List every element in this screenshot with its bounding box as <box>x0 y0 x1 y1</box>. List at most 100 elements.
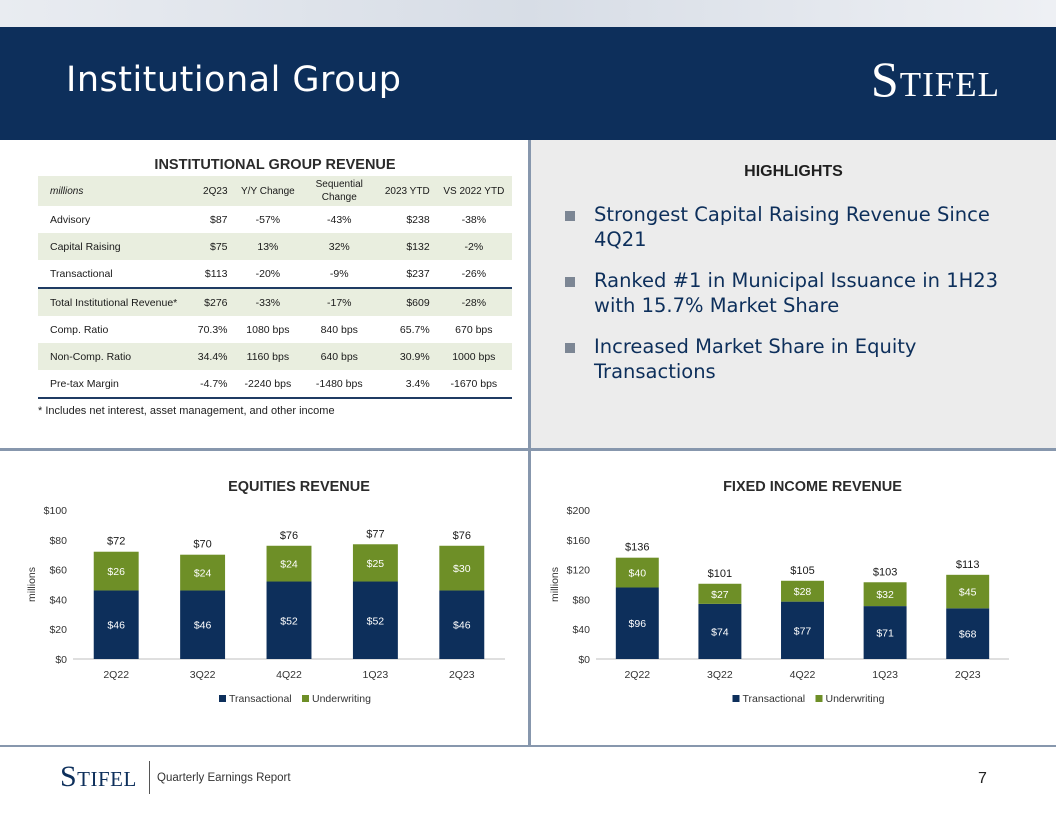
horizontal-divider <box>0 448 1056 451</box>
bar-value-label: $77 <box>794 625 812 637</box>
table-cell: 34.4% <box>189 343 234 370</box>
table-cell: -2240 bps <box>233 370 303 399</box>
table-cell: $238 <box>406 213 430 226</box>
bar-transactional <box>781 601 824 659</box>
table-cell: $276 <box>189 288 234 316</box>
y-tick-label: $0 <box>578 654 590 666</box>
x-tick-label: 1Q23 <box>872 669 898 681</box>
col-header: millions <box>38 176 190 206</box>
y-tick-label: $160 <box>567 535 591 547</box>
bar-value-label: $24 <box>194 568 212 580</box>
square-bullet-icon <box>565 343 575 353</box>
bar-value-label: $27 <box>711 589 729 601</box>
table-cell: 640 bps <box>302 343 377 370</box>
y-tick-label: $0 <box>55 654 67 666</box>
legend-label: Underwriting <box>826 693 885 705</box>
bar-value-label: $46 <box>194 620 212 632</box>
table-cell: 1000 bps <box>435 343 512 370</box>
x-tick-label: 2Q22 <box>103 669 129 681</box>
bar-underwriting <box>946 574 990 609</box>
bar-value-label: $46 <box>107 620 125 632</box>
row-label: Capital Raising <box>38 233 190 260</box>
bar-value-label: $52 <box>367 615 385 627</box>
bar-transactional <box>946 608 990 659</box>
x-tick-label: 2Q23 <box>449 669 475 681</box>
col-header: 2Q23 <box>189 176 234 206</box>
bar-total-label: $76 <box>280 530 298 542</box>
bar-transactional <box>180 590 226 659</box>
bar-value-label: $26 <box>107 566 125 578</box>
highlight-text: Strongest Capital Raising Revenue Since … <box>594 203 990 251</box>
footer-rule <box>0 745 1056 747</box>
table-header-row: millions 2Q23 Y/Y Change Sequential Chan… <box>38 176 512 206</box>
table-cell: -4.7% <box>189 370 234 399</box>
table-cell: 30.9% <box>376 343 436 370</box>
bar-underwriting <box>781 580 824 602</box>
highlight-text: Increased Market Share in Equity Transac… <box>594 335 917 383</box>
row-label: Transactional <box>38 260 190 289</box>
table-cell: -1480 bps <box>302 370 377 399</box>
highlight-text: Ranked #1 in Municipal Issuance in 1H23 … <box>594 269 999 317</box>
footer-separator <box>149 761 150 794</box>
footer-brand-logo: Stifel <box>60 760 137 793</box>
bar-value-label: $74 <box>711 626 729 638</box>
page-number: 7 <box>978 770 987 787</box>
x-tick-label: 4Q22 <box>790 669 816 681</box>
table-cell: 65.7% <box>399 323 430 336</box>
bar-transactional <box>93 590 139 659</box>
table-row: Comp. Ratio 70.3% 1080 bps 840 bps 65.7%… <box>38 316 512 343</box>
table-row: Non-Comp. Ratio 34.4% 1160 bps 640 bps 3… <box>38 343 512 370</box>
table-cell: 840 bps <box>320 323 358 336</box>
highlight-item: Ranked #1 in Municipal Issuance in 1H23 … <box>565 268 1005 318</box>
x-tick-label: 3Q22 <box>190 669 216 681</box>
table-cell: -9% <box>302 260 377 289</box>
table-row: Pre-tax Margin -4.7% -2240 bps -1480 bps… <box>38 370 512 399</box>
table-cell: 1080 bps <box>246 323 290 336</box>
table-cell: 1160 bps <box>233 343 303 370</box>
y-tick-label: $200 <box>567 505 591 517</box>
square-bullet-icon <box>565 277 575 287</box>
y-tick-label: $40 <box>49 594 67 606</box>
vertical-divider <box>528 140 531 745</box>
legend-swatch <box>219 695 226 702</box>
y-tick-label: $60 <box>49 565 67 577</box>
y-axis-label: millions <box>549 567 561 602</box>
bar-value-label: $45 <box>959 587 977 599</box>
chart-title: EQUITIES REVENUE <box>228 479 370 495</box>
col-header: Sequential Change <box>302 176 377 206</box>
footer-report-name: Quarterly Earnings Report <box>157 772 291 784</box>
bar-value-label: $32 <box>876 589 894 601</box>
highlight-item: Increased Market Share in Equity Transac… <box>565 334 1005 384</box>
row-label: Non-Comp. Ratio <box>38 343 190 370</box>
bar-total-label: $101 <box>708 568 732 580</box>
brand-logo: Stifel <box>870 51 1000 107</box>
row-label: Advisory <box>50 213 91 226</box>
table-cell: $132 <box>376 233 436 260</box>
table-cell: -33% <box>233 288 303 316</box>
bar-value-label: $25 <box>367 558 385 570</box>
revenue-table-title: INSTITUTIONAL GROUP REVENUE <box>154 157 396 173</box>
highlights-list: Strongest Capital Raising Revenue Since … <box>565 202 1005 400</box>
bar-value-label: $28 <box>794 586 812 598</box>
bar-underwriting <box>180 554 226 591</box>
bar-value-label: $30 <box>453 563 471 575</box>
table-cell: -38% <box>461 213 487 226</box>
chart-title: FIXED INCOME REVENUE <box>723 479 902 495</box>
highlights-panel <box>531 140 1056 448</box>
top-decorative-strip <box>0 0 1056 27</box>
table-cell: -20% <box>233 260 303 289</box>
table-cell: -43% <box>326 213 352 226</box>
x-tick-label: 1Q23 <box>363 669 389 681</box>
legend-label: Transactional <box>229 693 292 705</box>
x-tick-label: 3Q22 <box>707 669 733 681</box>
legend-label: Underwriting <box>312 693 371 705</box>
x-tick-label: 2Q22 <box>624 669 650 681</box>
bar-value-label: $46 <box>453 620 471 632</box>
bar-value-label: $96 <box>629 618 647 630</box>
table-footnote: * Includes net interest, asset managemen… <box>38 405 335 417</box>
table-cell: -57% <box>255 213 281 226</box>
bar-transactional <box>439 590 485 659</box>
bar-total-label: $103 <box>873 566 897 578</box>
table-cell: 3.4% <box>376 370 436 399</box>
table-cell: $113 <box>189 260 234 289</box>
